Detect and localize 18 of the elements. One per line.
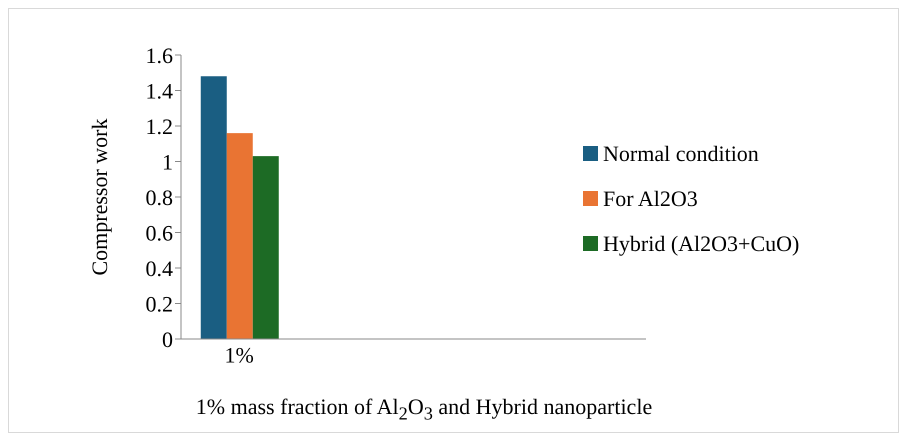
legend-label: Normal condition [603,140,759,166]
y-tick-label: 1.4 [146,78,173,104]
x-tick-label: 1% [224,342,254,368]
y-tick-label: 0.6 [146,220,173,246]
y-tick-label: 0 [162,326,173,352]
legend-label: For Al2O3 [603,186,698,212]
y-tick-label: 1 [162,149,173,174]
y-tick-label: 0.8 [146,184,173,210]
bar [252,156,279,339]
y-tick-label: 1.6 [146,42,173,68]
y-tick-label: 1.2 [146,114,173,139]
x-axis-title: 1% mass fraction of Al$_{2}$O$_{3}$ and Hybrid nanoparticle [194,394,654,424]
y-tick-label: 0.2 [146,291,173,316]
bar [226,133,253,339]
y-tick-label: 0.4 [146,256,173,281]
legend-label: Hybrid (Al2O3+CuO) [603,230,800,256]
y-axis-title: Compressor work [86,118,112,276]
bar [200,76,227,339]
